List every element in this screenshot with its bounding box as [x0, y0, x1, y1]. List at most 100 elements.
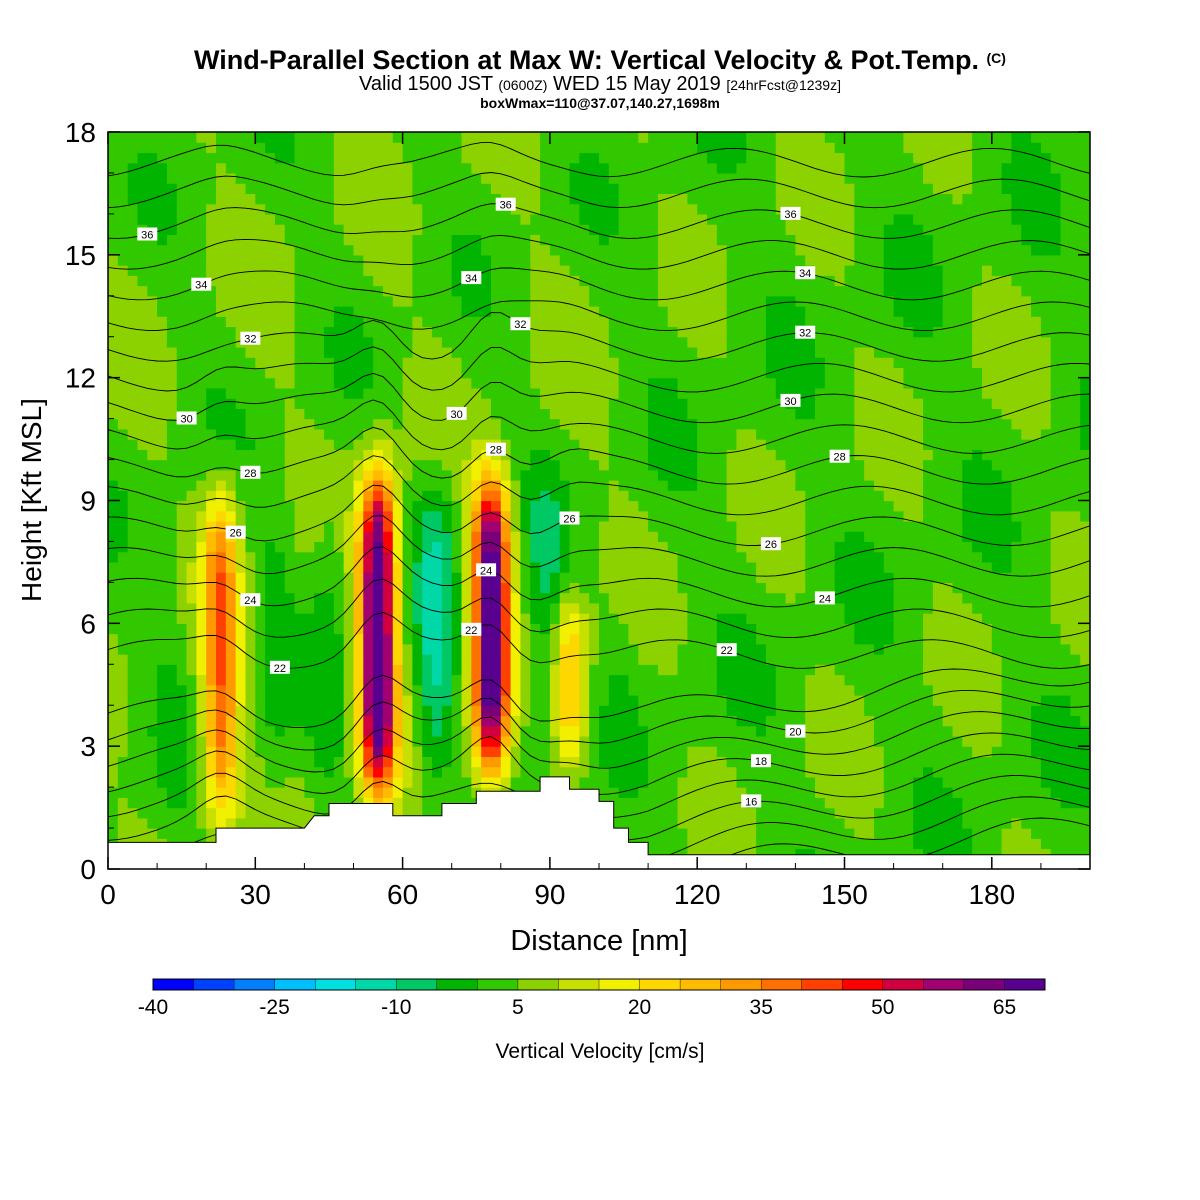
velocity-cell: [490, 756, 502, 768]
velocity-cell: [265, 387, 276, 399]
velocity-cell: [363, 684, 374, 696]
velocity-cell: [746, 776, 757, 788]
velocity-cell: [333, 285, 345, 297]
velocity-cell: [382, 234, 394, 246]
velocity-cell: [284, 224, 296, 235]
velocity-cell: [471, 346, 482, 358]
velocity-cell: [245, 602, 256, 614]
velocity-cell: [157, 561, 168, 573]
velocity-cell: [648, 213, 659, 225]
velocity-cell: [530, 633, 541, 645]
velocity-cell: [599, 725, 610, 737]
velocity-cell: [216, 428, 227, 440]
velocity-cell: [216, 469, 227, 481]
velocity-cell: [157, 193, 168, 205]
velocity-cell: [569, 664, 580, 676]
velocity-cell: [127, 756, 139, 768]
velocity-cell: [373, 735, 384, 747]
velocity-cell: [481, 254, 492, 266]
velocity-cell: [147, 828, 158, 839]
velocity-cell: [147, 152, 158, 164]
velocity-cell: [206, 480, 217, 491]
velocity-cell: [206, 817, 217, 829]
velocity-cell: [628, 377, 639, 389]
velocity-cell: [157, 172, 168, 184]
velocity-cell: [490, 531, 502, 543]
velocity-cell: [353, 326, 364, 338]
velocity-cell: [392, 674, 404, 686]
velocity-cell: [265, 162, 276, 174]
velocity-cell: [520, 162, 531, 174]
velocity-cell: [697, 807, 708, 819]
velocity-cell: [775, 787, 787, 798]
velocity-cell: [127, 459, 139, 471]
velocity-cell: [628, 469, 639, 481]
velocity-cell: [284, 418, 296, 430]
velocity-cell: [687, 592, 698, 604]
velocity-cell: [559, 162, 571, 174]
velocity-cell: [216, 152, 227, 164]
velocity-cell: [638, 418, 649, 430]
velocity-cell: [549, 674, 561, 686]
velocity-cell: [579, 428, 590, 440]
velocity-cell: [294, 224, 305, 235]
velocity-cell: [235, 203, 247, 215]
velocity-cell: [265, 469, 276, 481]
velocity-cell: [304, 234, 315, 246]
velocity-cell: [157, 142, 168, 154]
velocity-cell: [363, 705, 374, 717]
velocity-cell: [373, 756, 384, 768]
velocity-cell: [186, 244, 197, 256]
velocity-cell: [716, 531, 728, 543]
velocity-cell: [579, 561, 590, 573]
velocity-cell: [304, 746, 315, 758]
velocity-cell: [628, 316, 639, 328]
velocity-cell: [422, 254, 433, 266]
velocity-cell: [775, 715, 787, 727]
velocity-cell: [785, 807, 796, 819]
velocity-cell: [589, 398, 600, 409]
velocity-cell: [648, 398, 659, 409]
velocity-cell: [451, 725, 463, 737]
velocity-cell: [500, 254, 512, 266]
velocity-cell: [304, 705, 315, 717]
velocity-cell: [746, 254, 757, 266]
velocity-cell: [294, 295, 305, 307]
velocity-cell: [589, 684, 600, 696]
velocity-cell: [432, 705, 443, 717]
velocity-cell: [196, 459, 207, 471]
velocity-cell: [490, 725, 502, 737]
velocity-cell: [667, 459, 679, 471]
velocity-cell: [756, 500, 767, 512]
velocity-cell: [569, 500, 580, 512]
velocity-cell: [667, 694, 679, 706]
velocity-cell: [657, 531, 669, 543]
velocity-cell: [471, 654, 482, 665]
velocity-cell: [549, 285, 561, 297]
velocity-cell: [765, 797, 777, 809]
velocity-cell: [343, 510, 355, 522]
velocity-cell: [756, 408, 767, 420]
velocity-cell: [265, 551, 276, 563]
velocity-cell: [579, 735, 590, 747]
velocity-cell: [137, 694, 148, 706]
velocity-cell: [765, 387, 777, 399]
velocity-cell: [520, 142, 531, 154]
velocity-cell: [628, 285, 639, 297]
velocity-cell: [225, 694, 237, 706]
velocity-cell: [687, 664, 698, 676]
velocity-cell: [559, 357, 571, 369]
velocity-cell: [549, 490, 561, 502]
velocity-cell: [216, 572, 227, 583]
velocity-cell: [481, 480, 492, 491]
velocity-cell: [382, 715, 394, 727]
velocity-cell: [510, 776, 522, 788]
velocity-cell: [569, 531, 580, 543]
velocity-cell: [225, 664, 237, 676]
velocity-cell: [196, 377, 207, 389]
velocity-cell: [707, 787, 718, 798]
velocity-cell: [667, 490, 679, 502]
velocity-cell: [707, 387, 718, 399]
velocity-cell: [245, 664, 256, 676]
velocity-cell: [176, 725, 188, 737]
